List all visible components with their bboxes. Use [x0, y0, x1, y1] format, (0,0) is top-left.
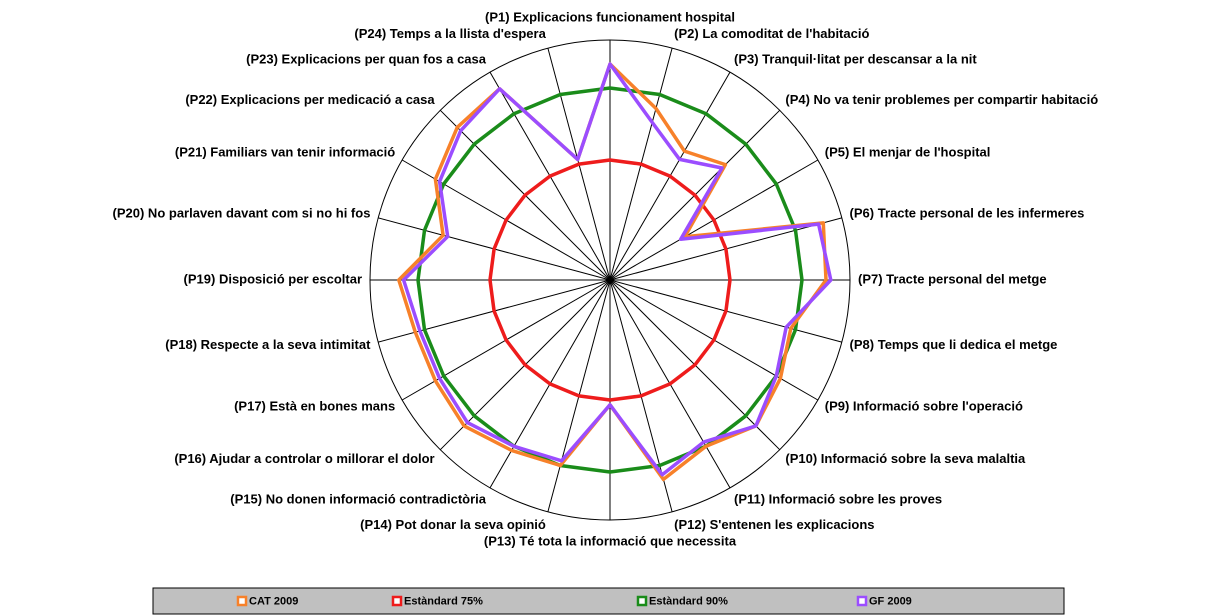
axis-label: (P7) Tracte personal del metge: [858, 271, 1047, 286]
axis-label: (P19) Disposició per escoltar: [184, 271, 362, 286]
legend-label: Estàndard 75%: [404, 595, 483, 607]
axis-label: (P14) Pot donar la seva opinió: [360, 517, 546, 532]
series-line: [401, 62, 833, 477]
axis-label: (P12) S'entenen les explicacions: [674, 517, 874, 532]
axis-label: (P8) Temps que li dedica el metge: [850, 337, 1058, 352]
axis-label: (P11) Informació sobre les proves: [734, 491, 942, 506]
axis-label: (P3) Tranquil·litat per descansar a la n…: [734, 51, 977, 66]
axis-label: (P13) Té tota la informació que necessit…: [484, 533, 737, 548]
axis-label: (P17) Està en bones mans: [234, 398, 395, 413]
legend-label: GF 2009: [869, 595, 912, 607]
axis-label: (P5) El menjar de l'hospital: [825, 144, 991, 159]
series-line: [488, 158, 732, 402]
axis-label: (P21) Familiars van tenir informació: [175, 144, 395, 159]
legend-box: [152, 587, 1065, 615]
axis-label: (P23) Explicacions per quan fos a casa: [246, 51, 487, 66]
axis-label: (P18) Respecte a la seva intimitat: [165, 337, 371, 352]
legend-label: CAT 2009: [249, 595, 298, 607]
axis-label: (P22) Explicacions per medicació a casa: [185, 92, 435, 107]
axis-label: (P6) Tracte personal de les infermeres: [850, 206, 1085, 221]
axis-label: (P1) Explicacions funcionament hospital: [485, 9, 735, 24]
legend-marker: [391, 595, 403, 607]
axis-label: (P24) Temps a la llista d'espera: [354, 26, 546, 41]
axis-label: (P10) Informació sobre la seva malaltia: [785, 451, 1026, 466]
legend-marker: [636, 595, 648, 607]
axis-label: (P15) No donen informació contradictòria: [230, 491, 486, 506]
axis-label: (P16) Ajudar a controlar o millorar el d…: [174, 451, 434, 466]
legend-marker: [236, 595, 248, 607]
axis-label: (P9) Informació sobre l'operació: [825, 398, 1023, 413]
legend-label: Estàndard 90%: [649, 595, 728, 607]
series-line: [416, 86, 804, 474]
axis-label: (P20) No parlaven davant com si no hi fo…: [113, 206, 371, 221]
axis-label: (P4) No va tenir problemes per compartir…: [785, 92, 1098, 107]
legend-marker: [856, 595, 868, 607]
axis-label: (P2) La comoditat de l'habitació: [674, 26, 869, 41]
